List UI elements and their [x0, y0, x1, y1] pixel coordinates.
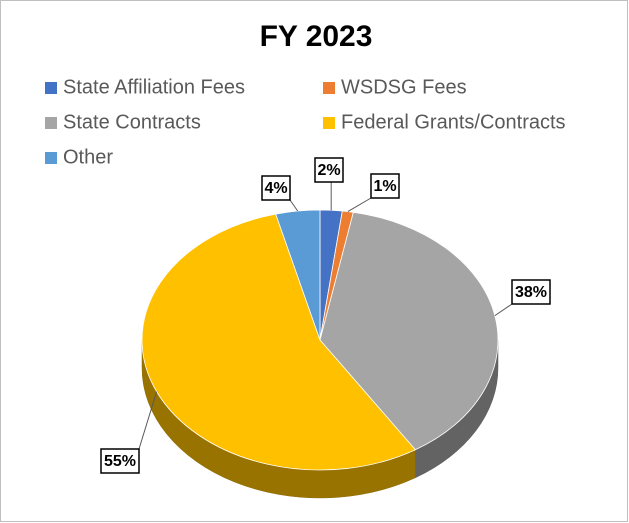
leader-line [347, 197, 372, 213]
legend-swatch [323, 117, 335, 129]
legend-label: WSDSG Fees [341, 76, 467, 98]
label-box [261, 175, 291, 201]
slice [319, 211, 499, 451]
label-box [100, 448, 140, 474]
data-label: 2% [317, 162, 340, 179]
legend-label: State Affiliation Fees [63, 76, 245, 98]
legend-swatch [323, 82, 335, 94]
legend-swatch [45, 152, 57, 164]
leader-line [289, 199, 299, 212]
legend-label: Federal Grants/Contracts [341, 111, 566, 133]
legend-label: State Contracts [63, 111, 201, 133]
data-label: 38% [515, 284, 547, 301]
chart-title: FY 2023 [260, 20, 373, 53]
data-label: 55% [104, 453, 136, 470]
leader-line [138, 391, 158, 450]
data-label: 1% [373, 178, 396, 195]
legend-label: Other [63, 146, 113, 168]
slice [275, 209, 321, 341]
label-box [314, 157, 344, 183]
label-box [511, 279, 551, 305]
slice [141, 213, 417, 471]
legend-swatch [45, 82, 57, 94]
legend-swatch [45, 117, 57, 129]
label-box [370, 173, 400, 199]
leader-line [494, 303, 513, 317]
data-label: 4% [264, 180, 287, 197]
